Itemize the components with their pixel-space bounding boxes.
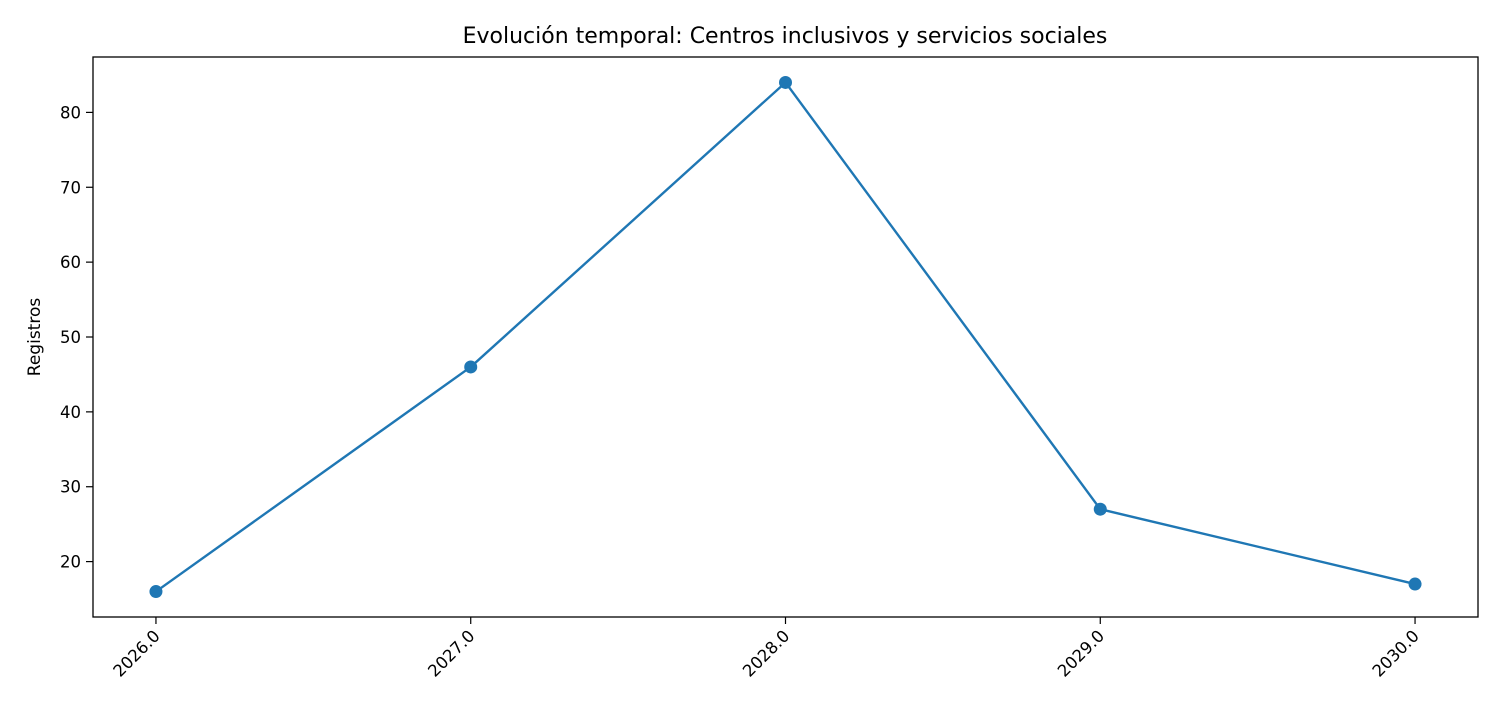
y-tick-label: 50 [60, 328, 81, 347]
data-point [149, 585, 163, 599]
data-point [1408, 577, 1422, 591]
series-group [149, 75, 1422, 599]
plot-area-frame [92, 56, 1479, 618]
y-tick-label: 70 [60, 178, 81, 197]
data-point [464, 360, 478, 374]
y-tick-label: 60 [60, 253, 81, 272]
y-tick-label: 40 [60, 403, 81, 422]
y-tick-label: 80 [60, 103, 81, 122]
chart-title: Evolución temporal: Centros inclusivos y… [463, 24, 1108, 49]
y-tick-label: 30 [60, 478, 81, 497]
y-axis-ticks: 20 30 40 50 60 70 80 [60, 103, 93, 572]
y-tick-label: 20 [60, 553, 81, 572]
data-point [779, 75, 792, 89]
y-axis-label: Registros [25, 298, 45, 377]
data-point [1093, 502, 1107, 516]
